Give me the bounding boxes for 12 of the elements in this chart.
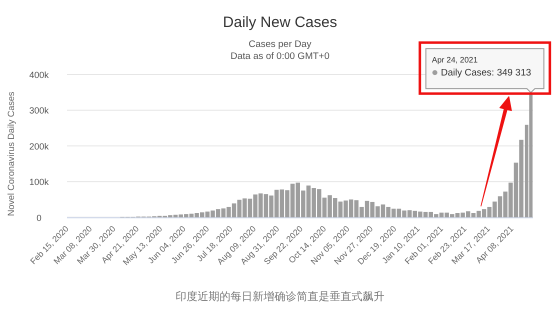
bar bbox=[529, 92, 533, 218]
y-tick-label: 100k bbox=[29, 177, 50, 188]
y-axis-title: Novel Coronavirus Daily Cases bbox=[6, 91, 16, 216]
y-tick-label: 200k bbox=[29, 141, 50, 152]
chart-subtitle: Cases per Day Data as of 0:00 GMT+0 bbox=[230, 39, 330, 62]
y-tick-label: 0 bbox=[36, 212, 42, 223]
y-tick-label: 300k bbox=[29, 106, 50, 116]
annotation: Daily Cases: 349 313 bbox=[440, 68, 532, 79]
y-tick-label: 400k bbox=[29, 70, 50, 80]
chart-title: Daily New Cases bbox=[222, 14, 338, 31]
text: Apr 24, 2021 bbox=[432, 56, 478, 65]
text: 印度近期的每日新增确诊简直是垂直式飙升 bbox=[176, 290, 384, 303]
